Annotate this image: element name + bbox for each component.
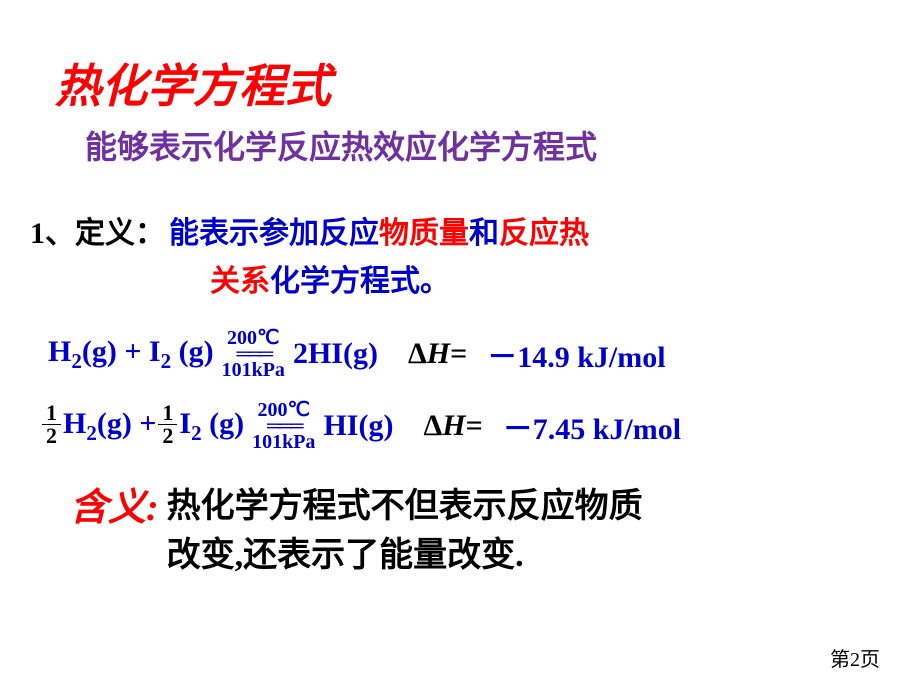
meaning-line1: 热化学方程式不但表示反应物质 <box>167 488 643 525</box>
def-part6: 化学方程式。 <box>270 265 450 298</box>
definition-row: 1、定义： 能表示参加反应物质量和反应热 <box>30 208 890 252</box>
eq2-rb-state: (g) <box>202 407 244 440</box>
eq2-ra-sub: 2 <box>86 421 97 445</box>
eq1-cond-bot: 101kPa <box>222 360 285 380</box>
eq2-ra-state: (g) + <box>97 407 157 440</box>
slide: 热化学方程式 能够表示化学反应热效应化学方程式 1、定义： 能表示参加反应物质量… <box>0 0 920 690</box>
eq2-reactants-b: I2 (g) <box>179 407 244 446</box>
eq2-cond-line: ═══ <box>267 421 301 431</box>
def-part2: 物质量 <box>379 217 469 250</box>
eq2-frac2-den: 2 <box>158 425 177 447</box>
subtitle-text: 能够表示化学反应热效应化学方程式 <box>85 129 597 165</box>
eq1-rb-state: (g) <box>171 335 213 368</box>
eq2-frac1: 1 2 <box>42 402 61 447</box>
meaning-text: 热化学方程式不但表示反应物质 改变,还表示了能量改变. <box>167 482 643 581</box>
subtitle: 能够表示化学反应热效应化学方程式 <box>85 122 890 168</box>
eq2-dh-label: ΔH <box>423 409 465 443</box>
eq2-frac2: 1 2 <box>158 402 177 447</box>
eq2-frac1-num: 1 <box>42 402 61 425</box>
title-text: 热化学方程式 <box>55 61 331 112</box>
def-part4: 反应热 <box>499 217 589 250</box>
def-part5: 关系 <box>210 265 270 298</box>
eq1-conditions: 200℃ ═══ 101kPa <box>222 328 285 380</box>
eq2-rb-sub: 2 <box>191 421 202 445</box>
eq2-dh-eq: = <box>466 409 483 443</box>
eq1-dh-eq: = <box>450 337 467 371</box>
eq1-rb-sub: 2 <box>161 349 172 373</box>
eq1-rb: I <box>149 335 161 368</box>
meaning-row: 含义: 热化学方程式不但表示反应物质 改变,还表示了能量改变. <box>70 482 890 581</box>
eq1-dh-value: －14.9 kJ/mol <box>487 332 665 376</box>
eq1-ra: H <box>48 335 71 368</box>
eq1-dh-label: ΔΔHH <box>408 337 450 371</box>
definition-line2: 关系化学方程式。 <box>210 256 890 300</box>
eq2-cond-bot: 101kPa <box>252 432 315 452</box>
eq1-products: 2HI(g) <box>293 337 378 371</box>
eq2-reactants-a: H2(g) + <box>63 407 156 446</box>
def-part1: 能表示参加反应 <box>169 217 379 250</box>
eq2-dh-value: －7.45 kJ/mol <box>503 404 681 448</box>
eq1-ra-sub: 2 <box>71 349 82 373</box>
definition-label: 1、定义： <box>30 217 165 250</box>
main-title: 热化学方程式 <box>55 50 890 116</box>
eq1-reactants: H2(g) + I2 (g) <box>48 335 214 374</box>
eq1-ra-state: (g) + <box>82 335 149 368</box>
meaning-line2: 改变,还表示了能量改变. <box>167 537 524 574</box>
eq1-cond-line: ═══ <box>237 349 271 359</box>
page-number: 第2页 <box>830 643 880 672</box>
def-part3: 和 <box>469 217 499 250</box>
eq2-products: HI(g) <box>323 409 393 443</box>
eq2-frac2-num: 1 <box>158 402 177 425</box>
equation-row-1: H2(g) + I2 (g) 200℃ ═══ 101kPa 2HI(g) ΔΔ… <box>48 328 890 380</box>
eq2-ra: H <box>63 407 86 440</box>
eq2-frac1-den: 2 <box>42 425 61 447</box>
eq2-rb: I <box>179 407 191 440</box>
meaning-label: 含义: <box>70 482 159 581</box>
equation-row-2: 1 2 H2(g) + 1 2 I2 (g) 200℃ ═══ 101kPa H… <box>40 400 890 452</box>
eq2-conditions: 200℃ ═══ 101kPa <box>252 400 315 452</box>
